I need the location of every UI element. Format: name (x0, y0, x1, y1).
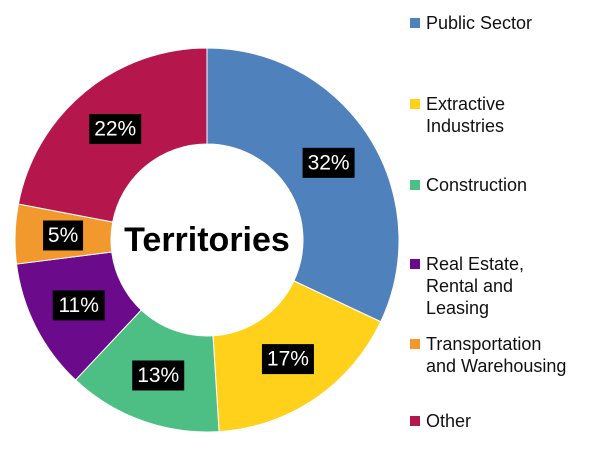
legend-label-2: Construction (426, 175, 528, 195)
legend-item-0: Public Sector (410, 12, 532, 34)
legend-label-0: Public Sector (426, 13, 533, 33)
legend-item-3: Real Estate, Rental and Leasing (410, 253, 524, 319)
data-label-4: 5% (48, 224, 78, 247)
legend-label-5: Other (426, 411, 472, 431)
data-label-box-5 (89, 114, 142, 145)
center-label: Territories (124, 221, 290, 259)
legend-label-1: Extractive Industries (426, 94, 506, 136)
data-label-box-2 (132, 360, 185, 391)
data-label-0: 32% (308, 151, 350, 174)
slice-0 (206, 47, 400, 323)
legend-item-5: Other (410, 410, 471, 432)
data-label-box-1 (261, 344, 314, 375)
data-label-5: 22% (94, 118, 136, 141)
legend-swatch-1 (410, 99, 420, 109)
legend: Public Sector Extractive Industries Constr… (410, 0, 610, 450)
legend-swatch-2 (410, 180, 420, 190)
data-label-box-4 (43, 220, 84, 251)
donut-chart: 32% 17% 13% 11% 5% 22% Territories (14, 47, 400, 433)
data-label-box-0 (302, 147, 355, 178)
legend-item-2: Construction (410, 174, 527, 196)
data-label-1: 17% (267, 348, 309, 371)
data-label-3: 11% (58, 294, 98, 317)
legend-item-1: Extractive Industries (410, 93, 505, 137)
legend-swatch-0 (410, 18, 420, 28)
legend-swatch-3 (410, 259, 420, 269)
legend-label-3: Real Estate, Rental and Leasing (426, 254, 525, 318)
legend-label-4: Transportation and Warehousing (426, 334, 567, 376)
legend-swatch-5 (410, 416, 420, 426)
legend-swatch-4 (410, 339, 420, 349)
data-label-box-3 (52, 290, 105, 321)
data-label-2: 13% (137, 364, 179, 387)
legend-item-4: Transportation and Warehousing (410, 333, 566, 377)
